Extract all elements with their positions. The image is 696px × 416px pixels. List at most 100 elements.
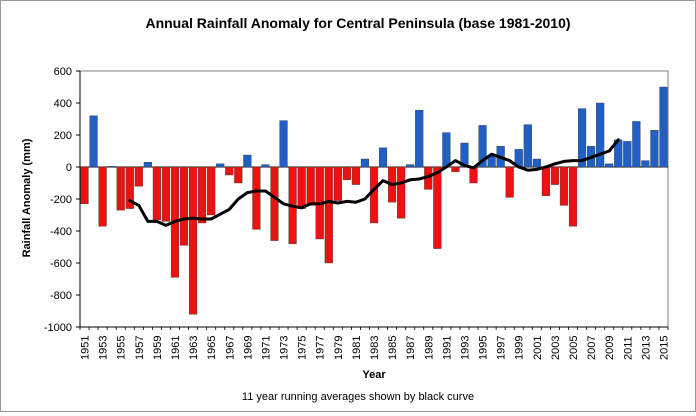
bar-1952	[89, 115, 98, 168]
bar-2008	[596, 102, 605, 168]
bar-2015	[659, 86, 668, 168]
bar-2004	[559, 166, 569, 206]
y-tick-label: -400	[50, 226, 72, 238]
x-tick-label: 1987	[405, 336, 417, 360]
bar-2002	[541, 166, 550, 196]
bar-1956	[125, 166, 134, 209]
x-tick-label: 1953	[98, 336, 110, 360]
y-tick-label: 600	[54, 66, 72, 78]
bar-1964	[198, 166, 207, 224]
bar-1984	[378, 147, 388, 168]
bar-1955	[116, 166, 125, 211]
x-tick-label: 1977	[315, 336, 327, 360]
bar-1951	[80, 166, 89, 204]
footnote: 11 year running averages shown by black …	[242, 391, 474, 403]
x-tick-label: 1989	[423, 336, 435, 360]
bar-1966	[216, 163, 225, 168]
bar-2003	[550, 166, 559, 185]
running-average-curve	[128, 138, 620, 227]
bar-1958	[143, 161, 152, 168]
bar-2001	[532, 158, 541, 168]
y-tick-label: -600	[50, 258, 72, 270]
bar-1975	[297, 166, 306, 209]
bar-2011	[623, 141, 632, 168]
x-tick-label: 1955	[116, 336, 128, 360]
bar-2012	[632, 121, 641, 168]
x-tick-label: 1973	[279, 336, 291, 360]
x-tick-label: 1965	[206, 336, 218, 360]
x-axis: 1951 1953 1955 1957 1959 1961 1963 1965 1967 1969…	[80, 326, 670, 360]
x-tick-label: 1991	[441, 336, 453, 360]
bar-1987	[406, 164, 415, 168]
x-tick-label: 2009	[604, 336, 616, 360]
x-tick-label: 1981	[351, 336, 363, 360]
bar-1976	[306, 166, 315, 206]
bar-1986	[397, 166, 406, 219]
bar-1978	[324, 166, 333, 264]
bar-1994	[469, 166, 478, 184]
bar-2005	[568, 166, 578, 227]
bar-2014	[650, 129, 659, 168]
x-tick-label: 1993	[459, 336, 471, 360]
bar-1998	[505, 166, 514, 198]
x-tick-label: 2003	[550, 336, 562, 360]
bar-1971	[261, 164, 270, 168]
bar-1991	[442, 132, 451, 168]
x-tick-label: 1995	[478, 336, 490, 360]
y-axis-title: Rainfall Anomaly (mm)	[21, 138, 33, 257]
x-tick-label: 2001	[532, 336, 544, 360]
y-tick-label: 0	[66, 162, 72, 174]
bar-2013	[641, 160, 650, 168]
bar-1965	[207, 166, 216, 216]
x-tick-label: 1997	[496, 336, 508, 360]
bar-series	[80, 86, 668, 315]
bar-1953	[98, 166, 107, 227]
x-tick-label: 1959	[152, 336, 164, 360]
bar-1962	[179, 166, 189, 246]
y-tick-label: -800	[50, 290, 72, 302]
x-axis-title: Year	[362, 369, 386, 381]
x-tick-label: 2011	[622, 336, 634, 360]
x-tick-label: 1975	[297, 336, 309, 360]
bar-1968	[234, 166, 243, 184]
x-tick-label: 1967	[224, 336, 236, 360]
y-tick-label: 200	[54, 130, 72, 142]
running-average-line	[128, 138, 620, 227]
bar-2006	[577, 108, 587, 168]
bar-1993	[460, 142, 469, 168]
y-axis: 600 400 200 0 -200 -400 -600 -800 -1000	[44, 66, 81, 334]
bar-1983	[369, 166, 379, 224]
x-tick-label: 2005	[568, 336, 580, 360]
bar-2009	[605, 163, 614, 168]
x-tick-label: 1951	[80, 336, 92, 360]
y-tick-label: -200	[50, 194, 72, 206]
x-tick-label: 1983	[369, 336, 381, 360]
bar-1973	[279, 120, 288, 168]
bar-1969	[243, 154, 252, 168]
x-tick-label: 2007	[586, 336, 598, 360]
bar-1980	[342, 166, 351, 181]
x-tick-label: 1961	[170, 336, 182, 360]
bar-1995	[478, 125, 487, 168]
x-tick-label: 1999	[514, 336, 526, 360]
x-tick-label: 1971	[260, 336, 272, 360]
bar-1982	[360, 158, 370, 168]
bar-1954	[107, 165, 116, 168]
x-tick-label: 2013	[640, 336, 652, 360]
bar-1979	[333, 166, 342, 201]
bar-1992	[451, 166, 460, 173]
chart-title: Annual Rainfall Anomaly for Central Peni…	[145, 15, 570, 31]
bar-1963	[188, 166, 198, 315]
bar-2000	[523, 124, 532, 168]
bar-1970	[252, 166, 261, 230]
x-tick-label: 2015	[658, 336, 670, 360]
y-tick-label: -1000	[44, 322, 72, 334]
x-tick-label: 1963	[188, 336, 200, 360]
x-tick-label: 1969	[242, 336, 254, 360]
y-tick-label: 400	[54, 98, 72, 110]
bar-1988	[415, 109, 424, 168]
x-tick-label: 1957	[134, 336, 146, 360]
bar-1959	[152, 166, 161, 220]
